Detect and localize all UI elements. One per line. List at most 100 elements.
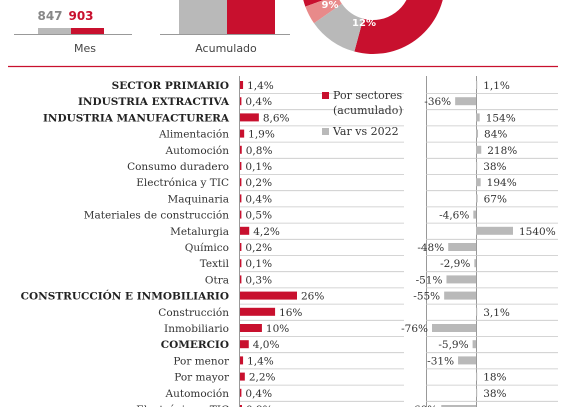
donut-slice-9 [305, 0, 342, 24]
bar-sector-label-15: 10% [266, 323, 289, 335]
bar-sector-label-2: 8,6% [263, 112, 290, 124]
bar-sector-label-16: 4,0% [253, 339, 280, 351]
bar-var-0 [476, 81, 478, 89]
bar-var-label-19: 38% [483, 388, 506, 400]
bar-sector-7 [240, 194, 242, 203]
bar-var-label-6: 194% [487, 177, 517, 189]
acumulado-label: Acumulado [195, 42, 257, 55]
bar-var-4 [476, 145, 482, 154]
bar-var-13 [444, 291, 476, 300]
category-label-3: Alimentación [158, 129, 229, 141]
bar-sector-label-1: 0,4% [245, 96, 272, 108]
bar-sector-label-8: 0,5% [245, 210, 272, 222]
acumulado-bar-previous [179, 0, 227, 34]
bar-sector-label-18: 2,2% [249, 372, 276, 384]
bar-var-label-16: -5,9% [438, 339, 468, 351]
bar-sector-label-14: 16% [279, 307, 302, 319]
bar-sector-4 [240, 145, 242, 154]
bar-var-1 [455, 97, 476, 106]
bar-sector-8 [240, 210, 242, 219]
bar-var-5 [476, 162, 478, 170]
bar-var-label-18: 18% [483, 372, 506, 384]
bar-var-label-5: 38% [483, 161, 506, 173]
donut-label-9: 9% [322, 0, 339, 11]
bar-var-label-0: 1,1% [483, 80, 510, 92]
bar-var-2 [476, 113, 480, 122]
bar-var-19 [476, 388, 478, 397]
category-label-10: Químico [185, 242, 229, 254]
bar-sector-3 [240, 129, 245, 138]
bar-sector-20 [240, 405, 242, 407]
row-gridlines [240, 93, 558, 402]
legend-label-sectores: Por sectores [333, 89, 402, 102]
donut-slice-main [303, 0, 443, 54]
bar-sector-label-17: 1,4% [247, 355, 274, 367]
bar-var-18 [476, 372, 478, 381]
bar-sector-label-10: 0,2% [245, 242, 272, 254]
acumulado-chart: Acumulado [160, 0, 290, 55]
bar-var-label-1: -36% [424, 96, 451, 108]
bar-var-label-9: 1540% [519, 226, 556, 238]
bar-var-3 [476, 129, 479, 138]
mes-current-value: 903 [68, 9, 93, 23]
category-label-4: Automoción [165, 145, 230, 157]
bar-var-label-8: -4,6% [439, 210, 469, 222]
category-label-17: Por menor [173, 355, 230, 367]
bar-sector-12 [240, 275, 242, 284]
bar-var-20 [441, 405, 476, 407]
bar-var-17 [458, 356, 476, 365]
bar-sector-label-4: 0,8% [246, 145, 273, 157]
bar-var-label-2: 154% [486, 112, 516, 124]
bar-var-11 [474, 259, 476, 268]
bar-sector-17 [240, 356, 244, 365]
donut-label-12: 12% [352, 18, 376, 29]
legend-swatch-sectores [322, 92, 329, 99]
category-label-12: Otra [205, 274, 229, 286]
bar-sector-1 [240, 97, 242, 106]
rows: SECTOR PRIMARIO 1,4% 1,1% INDUSTRIA EXTRACT… [21, 80, 556, 407]
bar-sector-2 [240, 113, 259, 122]
mes-chart: 847 903 Mes [14, 9, 132, 55]
bar-sector-16 [240, 340, 249, 349]
bar-var-label-4: 218% [487, 145, 517, 157]
category-label-15: Inmobiliario [164, 323, 229, 335]
category-label-20: Electrónica y TIC [136, 404, 229, 407]
bar-var-8 [473, 210, 476, 219]
bar-var-label-10: -48% [417, 242, 444, 254]
legend-swatch-var [322, 128, 329, 135]
acumulado-bar-current [227, 0, 275, 34]
category-label-13: CONSTRUCCIÓN E INMOBILIARIO [21, 289, 229, 303]
bar-var-10 [448, 243, 476, 251]
bar-var-9 [476, 226, 513, 235]
bar-var-label-12: -51% [416, 274, 443, 286]
mes-previous-value: 847 [37, 9, 62, 23]
legend-label-var: Var vs 2022 [332, 125, 399, 138]
category-label-19: Automoción [165, 388, 230, 400]
bar-var-label-11: -2,9% [440, 258, 470, 270]
category-label-7: Maquinaria [167, 193, 229, 205]
bar-sector-6 [240, 178, 242, 187]
bar-sector-13 [240, 291, 297, 300]
category-label-9: Metalurgia [170, 226, 229, 238]
bar-var-label-15: -76% [401, 323, 428, 335]
mes-bar-previous [38, 28, 71, 34]
bar-sector-9 [240, 226, 250, 235]
bar-sector-label-3: 1,9% [248, 129, 275, 141]
bar-sector-label-9: 4,2% [253, 226, 280, 238]
bar-sector-0 [240, 81, 244, 89]
bar-var-12 [446, 275, 476, 284]
bar-sector-label-12: 0,3% [245, 274, 272, 286]
bar-sector-label-0: 1,4% [247, 80, 274, 92]
bar-var-label-14: 3,1% [483, 307, 510, 319]
bar-sector-15 [240, 324, 262, 332]
bar-sector-label-13: 26% [301, 291, 324, 303]
category-label-6: Electrónica y TIC [136, 177, 229, 189]
bar-sector-label-5: 0,1% [245, 161, 272, 173]
legend-label-acumulado: (acumulado) [333, 104, 403, 117]
bar-var-label-7: 67% [484, 193, 507, 205]
category-label-1: INDUSTRIA EXTRACTIVA [78, 96, 230, 108]
bar-var-14 [476, 307, 478, 316]
bar-var-7 [476, 194, 478, 203]
bar-sector-label-7: 0,4% [245, 193, 272, 205]
